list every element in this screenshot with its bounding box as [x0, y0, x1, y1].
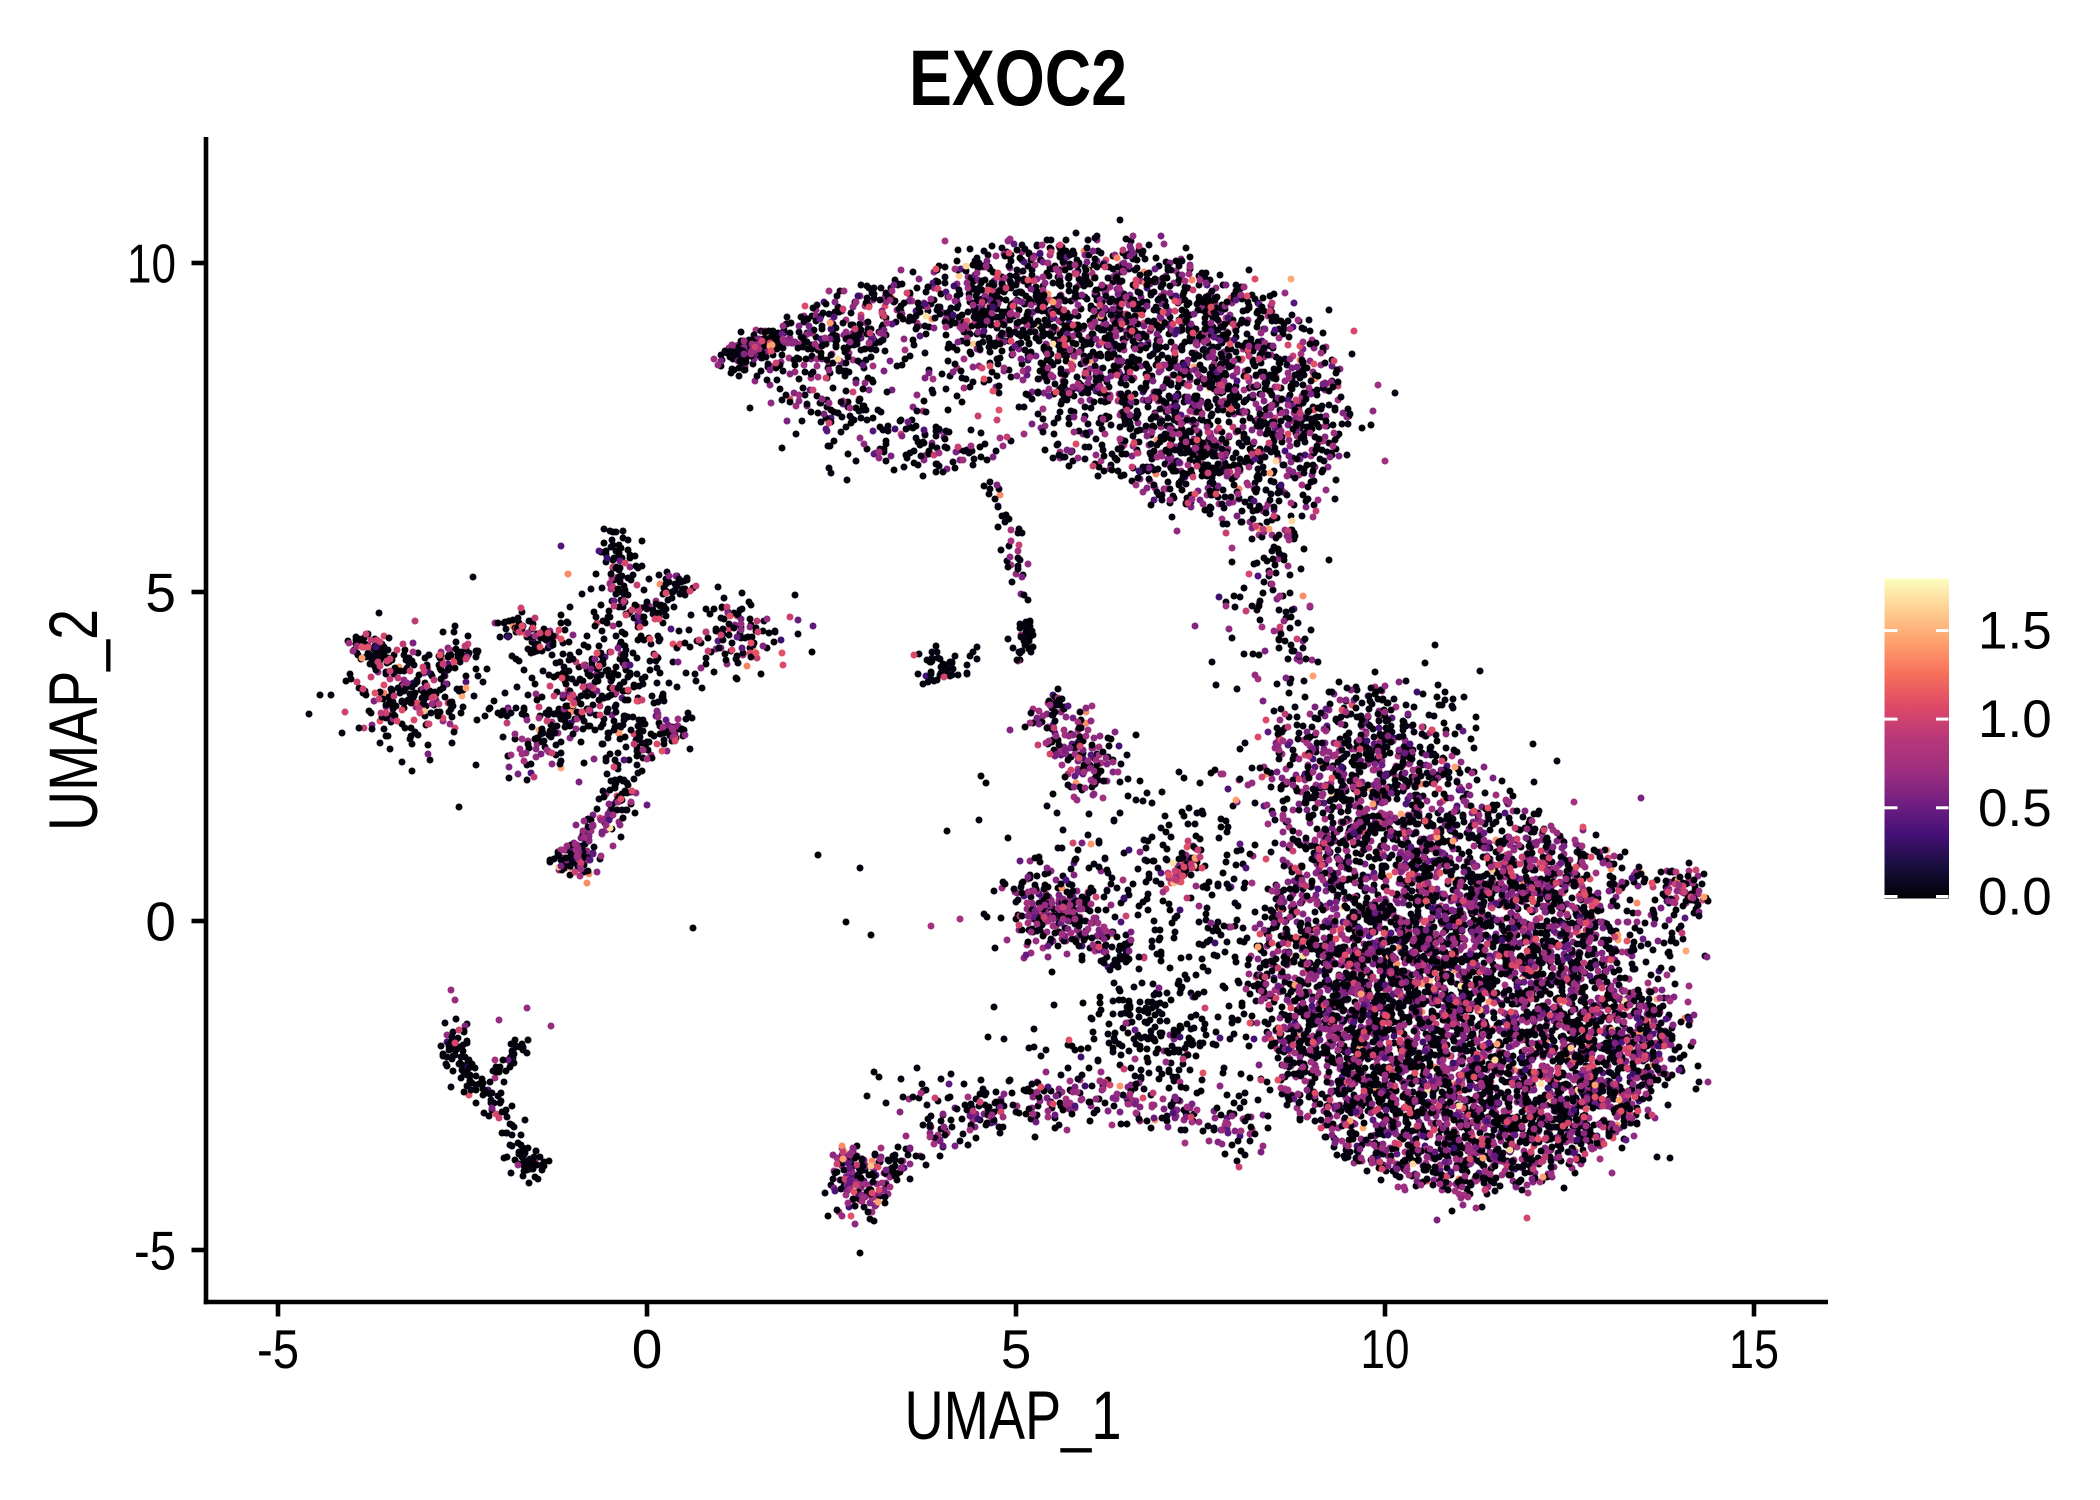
svg-text:1.0: 1.0	[1978, 690, 2052, 749]
svg-text:-5: -5	[257, 1318, 299, 1380]
svg-text:10: 10	[1361, 1318, 1410, 1380]
svg-text:10: 10	[127, 233, 176, 295]
svg-text:1.5: 1.5	[1978, 602, 2052, 661]
svg-text:0: 0	[145, 891, 176, 953]
svg-text:0.0: 0.0	[1978, 868, 2052, 927]
svg-text:UMAP_1: UMAP_1	[905, 1377, 1122, 1454]
svg-text:0.5: 0.5	[1978, 779, 2052, 838]
svg-text:UMAP_2: UMAP_2	[35, 609, 112, 831]
svg-text:5: 5	[145, 562, 176, 624]
svg-text:EXOC2: EXOC2	[909, 34, 1127, 122]
svg-text:5: 5	[1001, 1318, 1032, 1380]
svg-text:0: 0	[632, 1318, 663, 1380]
svg-text:-5: -5	[134, 1220, 176, 1282]
svg-text:15: 15	[1729, 1318, 1779, 1380]
